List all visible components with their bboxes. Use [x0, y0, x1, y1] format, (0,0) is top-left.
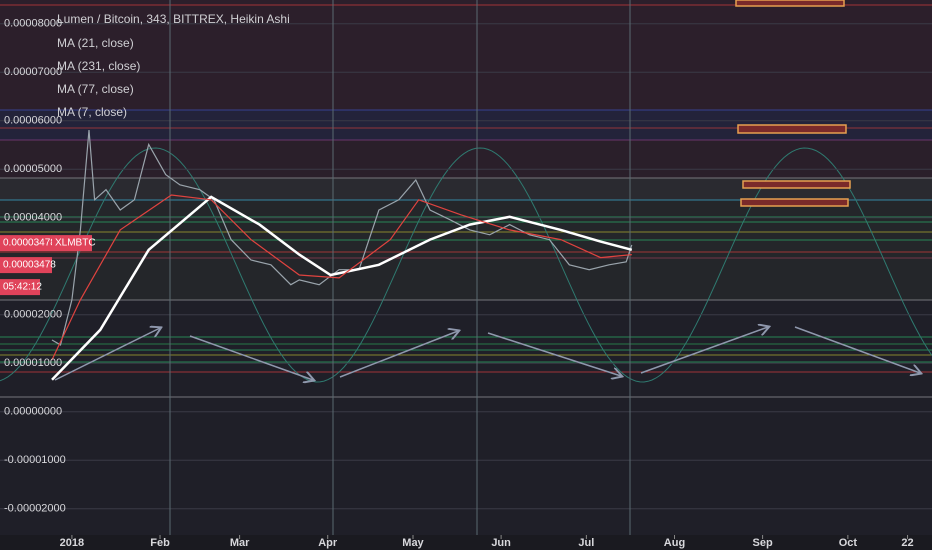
y-tick-label: -0.00002000 — [4, 503, 66, 515]
x-tick-label: Jul — [578, 537, 594, 549]
x-tick-label: Jun — [491, 537, 511, 549]
y-tick-label: 0.00001000 — [4, 357, 62, 369]
price-tag — [0, 235, 52, 252]
zone — [0, 140, 932, 178]
x-tick-label: Sep — [753, 537, 773, 549]
legend-item: MA (77, close) — [57, 82, 134, 96]
y-tick-label: 0.00004000 — [4, 212, 62, 224]
y-tick-label: 0.00008000 — [4, 18, 62, 30]
series — [51, 129, 633, 381]
arrows — [54, 326, 920, 381]
x-tick-label: Feb — [150, 537, 170, 549]
countdown-label: 05:42:12 — [3, 282, 42, 293]
y-tick-label: 0.00002000 — [4, 309, 62, 321]
y-tick-label: 0.00000000 — [4, 406, 62, 418]
x-tick-label: 2018 — [60, 537, 84, 549]
y-axis: 0.00008000 0.00007000 0.00006000 0.00005000… — [0, 18, 96, 515]
chart-title: Lumen / Bitcoin, 343, BITTREX, Heikin As… — [57, 12, 290, 26]
symbol-label: XLMBTC — [55, 238, 96, 249]
series-line — [51, 129, 633, 346]
x-tick-label: May — [402, 537, 424, 549]
series-line — [51, 195, 633, 381]
arrow — [487, 332, 621, 376]
grid — [0, 23, 932, 510]
arrow — [54, 328, 160, 381]
x-tick-label: Aug — [664, 537, 685, 549]
arrow — [339, 331, 458, 378]
y-tick-label: -0.00001000 — [4, 454, 66, 466]
y-tick-label: 0.00006000 — [4, 115, 62, 127]
legend-item: MA (21, close) — [57, 36, 134, 50]
vertical-lines — [169, 0, 631, 535]
price-tag — [0, 257, 52, 274]
zone — [0, 0, 932, 110]
zones — [735, 0, 851, 207]
legend-item: MA (231, close) — [57, 59, 140, 73]
y-tick-label: 0.00007000 — [4, 66, 62, 78]
price-label: 0.00003478 — [3, 238, 56, 249]
legend: MA (21, close) MA (231, close) MA (77, clo… — [57, 36, 140, 119]
x-tick-label: 22 — [901, 537, 913, 549]
countdown-tag — [0, 279, 40, 296]
x-tick-label: Oct — [839, 537, 858, 549]
x-axis-bar — [0, 535, 932, 550]
price-label: 0.00003478 — [3, 260, 56, 271]
y-tick-label: 0.00005000 — [4, 163, 62, 175]
target-box — [740, 198, 849, 207]
zone — [0, 178, 932, 200]
legend-item: MA (7, close) — [57, 105, 127, 119]
target-box — [735, 0, 845, 7]
zone — [0, 200, 932, 300]
target-box — [742, 180, 851, 189]
target-box — [737, 124, 847, 134]
cycles — [0, 147, 932, 383]
series-line — [51, 194, 632, 361]
symbol-tag — [52, 235, 92, 252]
x-tick-label: Apr — [318, 537, 338, 549]
cycle-wave — [0, 147, 932, 383]
x-tick-label: Mar — [230, 537, 250, 549]
arrow — [640, 327, 768, 374]
arrow — [189, 335, 313, 380]
arrow — [794, 326, 920, 373]
